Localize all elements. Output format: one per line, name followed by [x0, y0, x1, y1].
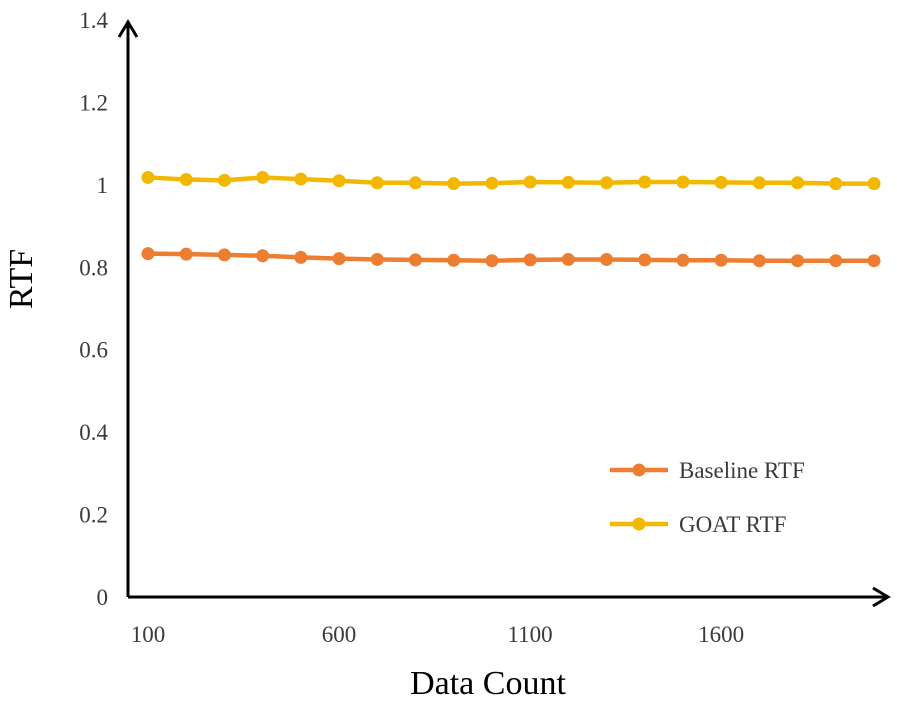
y-tick-label: 0.4 — [79, 420, 108, 445]
data-point — [408, 253, 422, 267]
data-point — [485, 254, 499, 268]
x-tick-labels: 100 600 1100 1600 — [131, 622, 744, 647]
y-axis-arrow — [117, 19, 139, 38]
data-point — [791, 176, 805, 190]
y-tick-label: 0.6 — [79, 338, 108, 363]
data-point — [523, 253, 537, 267]
data-point — [561, 175, 575, 189]
data-point — [447, 177, 461, 191]
series-group — [141, 170, 881, 268]
data-point — [867, 177, 881, 191]
y-tick-label: 1 — [97, 173, 109, 198]
legend-label: GOAT RTF — [679, 512, 786, 537]
data-point — [752, 176, 766, 190]
data-point — [600, 176, 614, 190]
data-point — [561, 252, 575, 266]
data-point — [447, 253, 461, 267]
data-point — [408, 176, 422, 190]
data-point — [217, 248, 231, 262]
data-point — [752, 254, 766, 268]
series-baseline-rtf — [141, 247, 881, 268]
x-tick-label: 600 — [322, 622, 357, 647]
legend-label: Baseline RTF — [679, 458, 805, 483]
data-point — [141, 247, 155, 261]
axes — [117, 19, 891, 608]
legend-swatch-marker — [632, 463, 646, 477]
data-point — [370, 176, 384, 190]
y-tick-label: 0.2 — [79, 503, 108, 528]
data-point — [638, 253, 652, 267]
y-tick-labels: 0 0.2 0.4 0.6 0.8 1 1.2 1.4 — [79, 8, 108, 610]
y-tick-label: 1.2 — [79, 90, 108, 115]
data-point — [179, 172, 193, 186]
data-point — [714, 175, 728, 189]
data-point — [714, 253, 728, 267]
data-point — [256, 170, 270, 184]
legend-item: GOAT RTF — [610, 512, 786, 537]
data-point — [523, 175, 537, 189]
y-axis-title: RTF — [3, 249, 40, 309]
data-point — [867, 254, 881, 268]
x-axis-arrow — [872, 586, 891, 608]
data-point — [294, 172, 308, 186]
data-point — [829, 177, 843, 191]
x-tick-label: 100 — [131, 622, 166, 647]
y-tick-label: 1.4 — [79, 8, 108, 33]
data-point — [332, 174, 346, 188]
data-point — [791, 254, 805, 268]
x-axis-title: Data Count — [410, 665, 566, 701]
data-point — [676, 253, 690, 267]
legend: Baseline RTF GOAT RTF — [610, 458, 805, 537]
y-tick-label: 0 — [97, 585, 109, 610]
data-point — [179, 247, 193, 261]
data-point — [294, 250, 308, 264]
data-point — [676, 175, 690, 189]
data-point — [370, 252, 384, 266]
y-tick-label: 0.8 — [79, 255, 108, 280]
data-point — [217, 173, 231, 187]
series-goat-rtf — [141, 170, 881, 191]
data-point — [485, 176, 499, 190]
legend-item: Baseline RTF — [610, 458, 805, 483]
data-point — [141, 170, 155, 184]
x-tick-label: 1600 — [698, 622, 744, 647]
legend-swatch-marker — [632, 517, 646, 531]
data-point — [256, 249, 270, 263]
data-point — [332, 252, 346, 266]
data-point — [638, 175, 652, 189]
data-point — [829, 254, 843, 268]
x-tick-label: 1100 — [508, 622, 553, 647]
data-point — [600, 252, 614, 266]
